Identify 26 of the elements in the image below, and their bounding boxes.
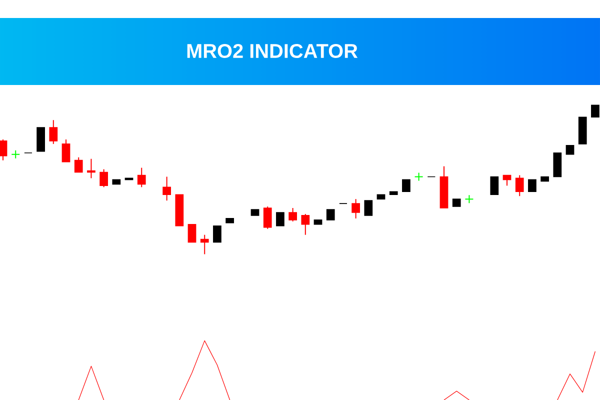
candlestick [74,156,83,173]
candlestick [528,179,536,192]
chart-title: MRO2 INDICATOR [187,44,358,58]
candlestick [490,176,499,195]
candlestick [502,174,512,186]
candlestick [364,200,373,216]
candlestick [263,206,272,230]
candlestick [49,120,58,144]
candlestick [402,179,410,192]
candlestick [162,176,171,202]
candlestick [0,138,8,161]
candlestick [36,127,45,152]
candlestick [352,198,360,219]
candlestick [276,212,284,226]
candlestick [62,138,70,162]
candlestick [213,225,222,243]
candlestick [288,208,297,222]
candlestick [188,224,196,243]
candlestick [137,167,146,188]
candlestick [100,168,108,188]
candlestick [87,158,96,179]
candlestick [553,152,562,178]
candlestick [200,234,209,255]
candlestick [301,213,310,236]
candlestick [326,209,335,220]
candlestick [515,174,524,197]
